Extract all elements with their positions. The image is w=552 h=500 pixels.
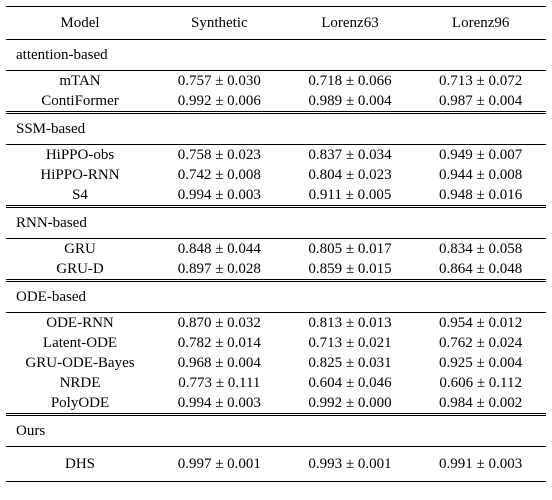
group-header-row: Ours [6,413,546,447]
lorenz96-score-cell: 0.948 ± 0.016 [439,186,523,203]
group-header-row: SSM-based [6,111,546,145]
lorenz96-score-cell: 0.991 ± 0.003 [415,446,546,482]
table-row: GRU-D 0.897 ± 0.028 0.859 ± 0.015 0.864 ± 0… [6,259,546,281]
model-name-cell: GRU [6,238,154,259]
table-row: ContiFormer 0.992 ± 0.006 0.989 ± 0.004 0.9… [6,91,546,113]
synthetic-score-cell: 0.968 ± 0.004 [177,354,261,371]
lorenz96-score-cell: 0.762 ± 0.024 [439,334,523,351]
synthetic-score-cell: 0.997 ± 0.001 [154,446,285,482]
group-label: attention-based [16,47,108,63]
table-row: S4 0.994 ± 0.003 0.911 ± 0.005 0.948 ± 0.01… [6,185,546,207]
lorenz63-score-cell: 0.911 ± 0.005 [308,186,392,203]
model-name-cell: NRDE [59,374,101,391]
table-body: Model Synthetic Lorenz63 Lorenz96 attent… [6,6,546,482]
model-name-cell: ContiFormer [41,92,119,109]
model-name-cell: Latent-ODE [42,334,118,351]
group-label: Ours [6,413,546,447]
model-name-cell: mTAN [6,70,154,91]
lorenz63-score-cell: 0.713 ± 0.021 [308,334,392,351]
results-table: Model Synthetic Lorenz63 Lorenz96 attent… [6,6,546,482]
lorenz63-score-cell: 0.993 ± 0.001 [284,446,416,482]
model-name-cell: GRU-ODE-Bayes [25,354,135,371]
lorenz96-score-cell: 0.834 ± 0.058 [415,238,546,259]
model-name-cell: S4 [72,186,88,203]
table-header-row: Model Synthetic Lorenz63 Lorenz96 [6,6,546,40]
lorenz96-score-cell: 0.987 ± 0.004 [439,92,523,109]
lorenz96-score-cell: 0.713 ± 0.072 [415,70,546,91]
header-lorenz96: Lorenz96 [415,6,546,40]
lorenz63-score-cell: 0.813 ± 0.013 [284,312,416,333]
table-row: HiPPO-obs 0.758 ± 0.023 0.837 ± 0.034 0.949… [6,144,546,165]
header-synthetic: Synthetic [154,6,285,40]
synthetic-score-cell: 0.758 ± 0.023 [154,144,285,165]
synthetic-score-cell: 0.773 ± 0.111 [178,374,261,391]
group-header-row: RNN-based [6,205,546,239]
lorenz63-score-cell: 0.804 ± 0.023 [308,166,392,183]
group-label: SSM-based [6,111,546,145]
lorenz96-score-cell: 0.864 ± 0.048 [439,260,523,277]
lorenz96-score-cell: 0.984 ± 0.002 [439,394,523,411]
model-name-cell: DHS [6,446,154,482]
synthetic-score-cell: 0.870 ± 0.032 [154,312,285,333]
header-lorenz63: Lorenz63 [284,6,416,40]
model-name-cell: HiPPO-obs [6,144,154,165]
synthetic-score-cell: 0.992 ± 0.006 [177,92,261,109]
lorenz63-score-cell: 0.718 ± 0.066 [284,70,416,91]
lorenz96-score-cell: 0.925 ± 0.004 [439,354,523,371]
lorenz63-score-cell: 0.805 ± 0.017 [284,238,416,259]
lorenz63-score-cell: 0.992 ± 0.000 [308,394,392,411]
header-model: Model [6,6,154,40]
lorenz63-score-cell: 0.989 ± 0.004 [308,92,392,109]
lorenz63-score-cell: 0.825 ± 0.031 [308,354,392,371]
table-row: GRU 0.848 ± 0.044 0.805 ± 0.017 0.834 ± 0.0… [6,238,546,259]
synthetic-score-cell: 0.897 ± 0.028 [177,260,261,277]
lorenz96-score-cell: 0.954 ± 0.012 [415,312,546,333]
table-row: NRDE 0.773 ± 0.111 0.604 ± 0.046 0.606 ± 0.… [6,373,546,393]
group-header-row: ODE-based [6,279,546,313]
group-label: RNN-based [6,205,546,239]
group-label: ODE-based [6,279,546,313]
lorenz63-score-cell: 0.837 ± 0.034 [284,144,416,165]
synthetic-score-cell: 0.994 ± 0.003 [177,186,261,203]
lorenz63-score-cell: 0.604 ± 0.046 [308,374,392,391]
lorenz96-score-cell: 0.944 ± 0.008 [439,166,523,183]
model-name-cell: GRU-D [56,260,104,277]
group-header-row: attention-based [6,40,546,71]
synthetic-score-cell: 0.994 ± 0.003 [177,394,261,411]
model-name-cell: HiPPO-RNN [40,166,120,183]
synthetic-score-cell: 0.742 ± 0.008 [177,166,261,183]
table-row: ODE-RNN 0.870 ± 0.032 0.813 ± 0.013 0.954 ±… [6,312,546,333]
table-row: Latent-ODE 0.782 ± 0.014 0.713 ± 0.021 0.76… [6,333,546,353]
model-name-cell: ODE-RNN [6,312,154,333]
synthetic-score-cell: 0.782 ± 0.014 [177,334,261,351]
table-row: GRU-ODE-Bayes 0.968 ± 0.004 0.825 ± 0.031 0… [6,353,546,373]
model-name-cell: PolyODE [50,394,110,411]
synthetic-score-cell: 0.757 ± 0.030 [154,70,285,91]
table-row: mTAN 0.757 ± 0.030 0.718 ± 0.066 0.713 ± 0.… [6,70,546,91]
table-row: DHS 0.997 ± 0.001 0.993 ± 0.001 0.991 ± 0.0… [6,446,546,482]
table-row: PolyODE 0.994 ± 0.003 0.992 ± 0.000 0.984 ±… [6,393,546,415]
table-row: HiPPO-RNN 0.742 ± 0.008 0.804 ± 0.023 0.944… [6,165,546,185]
lorenz96-score-cell: 0.606 ± 0.112 [439,374,522,391]
synthetic-score-cell: 0.848 ± 0.044 [154,238,285,259]
lorenz63-score-cell: 0.859 ± 0.015 [308,260,392,277]
lorenz96-score-cell: 0.949 ± 0.007 [415,144,546,165]
